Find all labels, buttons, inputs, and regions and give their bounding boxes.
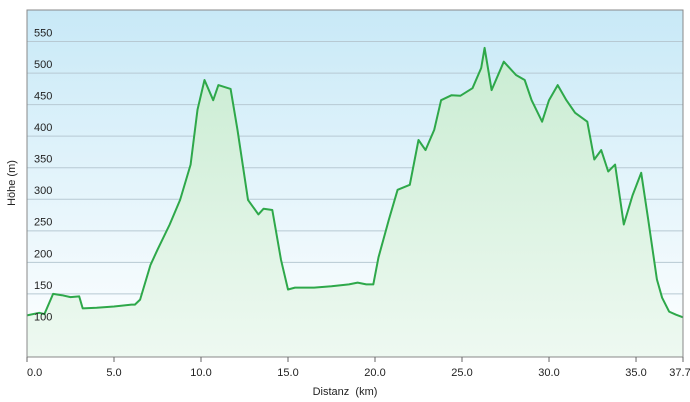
y-tick-label: 450	[34, 91, 52, 103]
x-tick-label: 25.0	[451, 367, 472, 379]
x-tick-label: 37.7	[669, 367, 690, 379]
x-axis-label: Distanz (km)	[313, 386, 378, 398]
x-tick-label: 20.0	[364, 367, 385, 379]
x-tick-label: 5.0	[106, 367, 121, 379]
y-tick-label: 200	[34, 248, 52, 260]
plot-frame	[26, 9, 684, 358]
marks	[26, 46, 684, 358]
y-tick-label: 550	[34, 27, 52, 39]
y-tick-label: 100	[34, 311, 52, 323]
y-tick-label: 250	[34, 217, 52, 229]
y-tick-label: 350	[34, 154, 52, 166]
x-tick-label: 0.0	[27, 367, 42, 379]
x-tick-label: 10.0	[190, 367, 211, 379]
elevation-line	[26, 46, 684, 319]
y-tick-label: 150	[34, 280, 52, 292]
x-tick-label: 15.0	[277, 367, 298, 379]
y-tick-label: 500	[34, 59, 52, 71]
y-tick-label: 400	[34, 122, 52, 134]
elevation-area	[27, 47, 683, 358]
x-tick-label: 35.0	[625, 367, 646, 379]
x-tick-label: 30.0	[538, 367, 559, 379]
y-tick-label: 300	[34, 185, 52, 197]
y-axis-label: Höhe (m)	[6, 160, 18, 206]
